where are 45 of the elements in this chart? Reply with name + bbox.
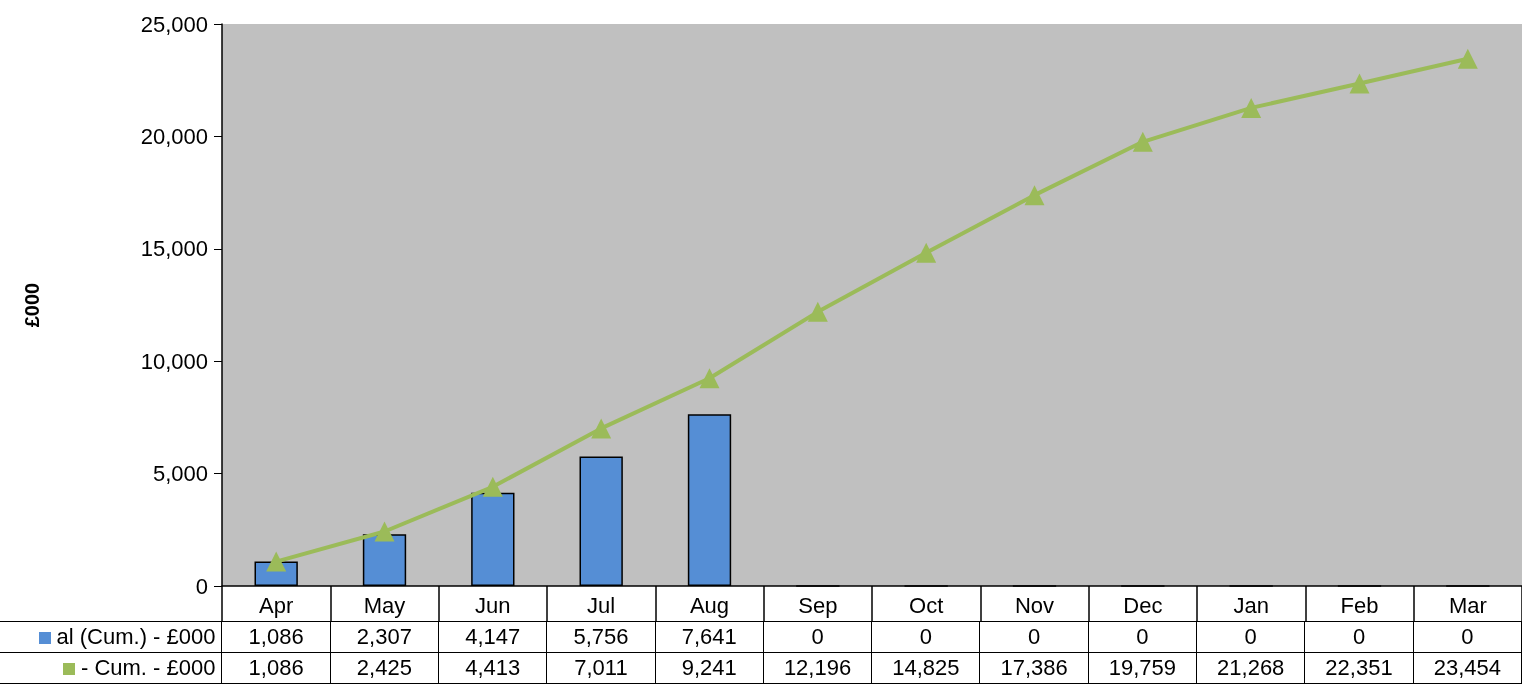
y-axis-title: £000: [21, 282, 43, 328]
data-label: 17,386: [979, 652, 1089, 684]
y-tick-label: 5,000: [152, 461, 208, 487]
x-tick-label: Mar: [1448, 592, 1487, 618]
data-label: 5,756: [546, 621, 656, 653]
data-label: 0: [871, 621, 980, 653]
data-label: 23,454: [1413, 652, 1522, 684]
x-tick-label: Nov: [1014, 592, 1055, 618]
x-tick-label: Sep: [798, 592, 838, 618]
data-label: 0: [979, 621, 1089, 653]
data-label: 21,268: [1196, 652, 1305, 684]
data-label: 12,196: [763, 652, 872, 684]
x-tick-label: May: [363, 592, 406, 618]
x-tick-label: Dec: [1123, 592, 1163, 618]
data-label: 1,086: [221, 621, 331, 653]
data-label: 7,641: [655, 621, 764, 653]
x-tick-label: Apr: [259, 592, 294, 618]
y-tick-label: 20,000: [140, 123, 208, 149]
y-tick-label: 10,000: [140, 348, 208, 374]
data-label: 0: [1196, 621, 1305, 653]
data-label: 1,086: [221, 652, 331, 684]
data-label: 19,759: [1088, 652, 1197, 684]
data-label: 2,425: [330, 652, 439, 684]
data-label: 4,413: [438, 652, 547, 684]
data-label: 0: [763, 621, 872, 653]
x-tick-label: Jan: [1233, 592, 1269, 618]
y-tick-label: 15,000: [140, 236, 208, 262]
data-label: 0: [1088, 621, 1197, 653]
x-tick-label: Jul: [587, 592, 616, 618]
y-tick-label: 0: [195, 573, 208, 599]
data-label: 4,147: [438, 621, 547, 653]
y-tick-label: 25,000: [140, 11, 208, 37]
x-tick-label: Oct: [909, 592, 944, 618]
data-label: 7,011: [546, 652, 656, 684]
data-label: 2,307: [330, 621, 439, 653]
legend-label: - Cum. - £000: [80, 655, 216, 680]
data-label: 0: [1413, 621, 1522, 653]
x-tick-label: Feb: [1340, 592, 1379, 618]
legend-label: al (Cum.) - £000: [56, 624, 216, 649]
x-tick-label: Aug: [689, 592, 730, 618]
data-label: 22,351: [1304, 652, 1414, 684]
x-tick-label: Jun: [475, 592, 511, 618]
data-label: 0: [1304, 621, 1414, 653]
data-label: 9,241: [655, 652, 764, 684]
data-label: 14,825: [871, 652, 980, 684]
